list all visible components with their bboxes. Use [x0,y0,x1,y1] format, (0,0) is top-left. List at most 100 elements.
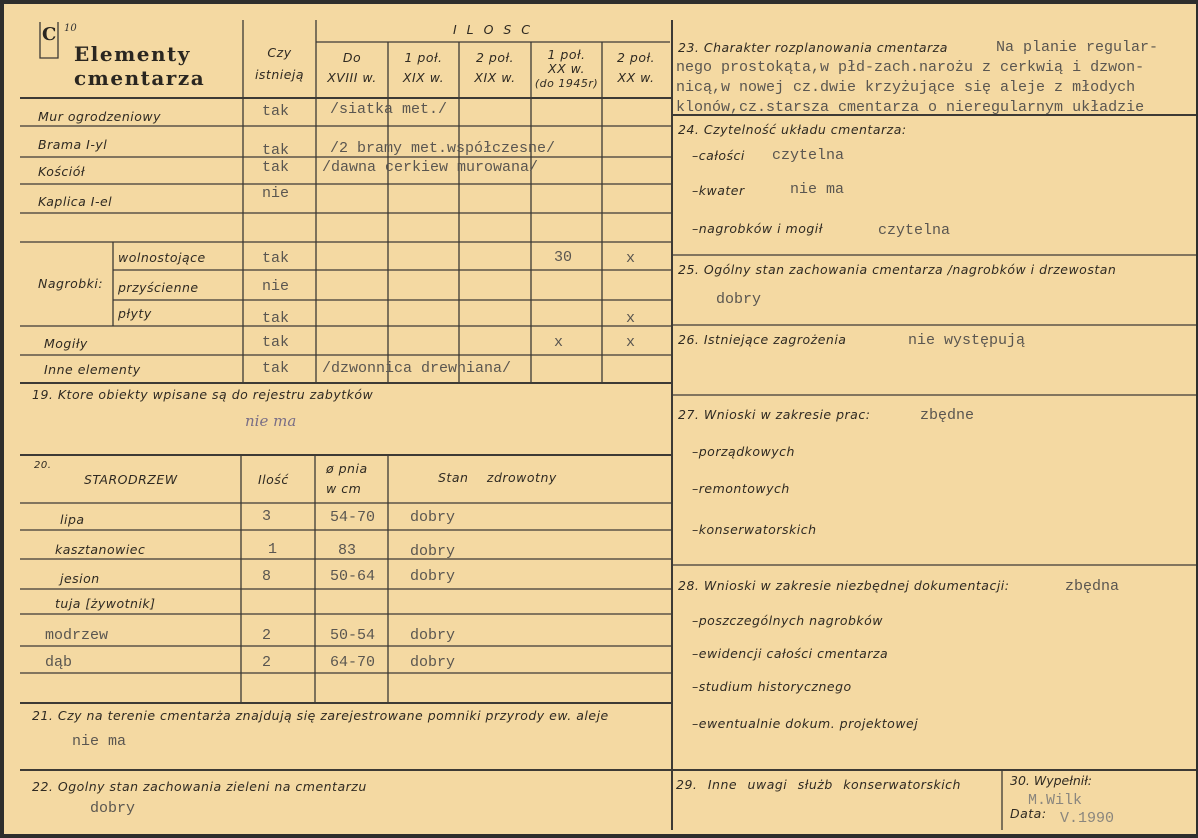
tree-qty: 2 [262,627,272,644]
tree-qty: 3 [262,508,272,525]
col-text: 2 poł. [475,50,515,65]
s26-label: 26. Istniejące zagrożenia [678,332,847,347]
tree-diam: 54-70 [330,509,376,526]
s24-value: czytelna [878,222,951,239]
col-header-1-xx: 1 poł. XX w. (do 1945r) [531,48,602,91]
row-exists: tak [262,142,290,159]
s28-label: 28. Wnioski w zakresie niezbędnej dokume… [678,578,1010,593]
s28-value: zbędna [1065,578,1120,595]
diam-unit: w cm [326,481,362,496]
tree-health: dobry [410,543,456,560]
s22-label: 22. Ogolny stan zachowania zieleni na cm… [32,779,367,794]
tree-diam: 50-54 [330,627,376,644]
s24-value: czytelna [772,147,845,164]
s25-value: dobry [716,291,762,308]
s27-item: –remontowych [692,481,790,496]
row-note: /siatka met./ [330,101,448,118]
s22-value: dobry [90,800,136,817]
row-label: płyty [118,306,152,321]
nagrobki-label: Nagrobki: [38,276,104,291]
row-exists: tak [262,159,290,176]
col-text: 1 poł. [404,50,443,65]
s19-value: nie ma [245,412,297,430]
tree-name: dąb [45,654,73,671]
tree-name: modrzew [45,627,109,644]
row-exists: tak [262,360,290,377]
s28-item: –ewentualnie dokum. projektowej [692,716,919,731]
row-exists: tak [262,250,290,267]
s27-value: zbędne [920,407,975,424]
starodrzew-header: STARODRZEW [84,472,178,487]
col-header-xviii: Do XVIII w. [316,48,388,88]
s24-label: 24. Czytelność układu cmentarza: [678,122,907,137]
row-label: Inne elementy [44,362,141,377]
tree-name: lipa [60,512,85,527]
row-exists: nie [262,278,290,295]
diam-header: ø pnia [326,461,368,476]
filled-by: M.Wilk [1028,792,1083,809]
tree-name: kasztanowiec [55,542,146,557]
s24-value: nie ma [790,181,845,198]
row-xx1: 30 [554,249,573,266]
s24-item: –całości [692,148,745,163]
row-exists: tak [262,103,290,120]
s29-label: 29. Inne uwagi służb konserwatorskich [676,777,961,792]
qty-header: Ilość [258,472,289,487]
col-text: XIX w. [402,70,445,85]
quantity-header: I L O S C [452,22,534,37]
row-label: wolnostojące [118,250,206,265]
row-exists: nie [262,185,290,202]
s24-item: –nagrobków i mogił [692,221,823,236]
tree-diam: 50-64 [330,568,376,585]
exists-header: Czy istnieją [254,45,305,82]
tree-qty: 1 [268,541,278,558]
tree-health: dobry [410,654,456,671]
tree-name: tuja [żywotnik] [55,596,156,611]
row-exists: tak [262,334,290,351]
s23-line: klonów,cz.starsza cmentarza o nieregular… [676,99,1145,116]
s26-value: nie występują [908,332,1026,349]
col-text: (do 1945r) [534,77,599,90]
row-xx1: x [554,334,564,351]
s28-item: –studium historycznego [692,679,852,694]
row-label: Kaplica I-el [38,194,113,209]
col-text: XIX w. [474,70,516,85]
row-label: Mur ogrodzeniowy [38,109,162,124]
col-header-2-xx: 2 poł. XX w. [602,48,670,88]
row-xx2: x [626,310,636,327]
tree-name: jesion [60,571,100,586]
row-note: /dzwonnica drewniana/ [322,360,512,377]
s20-number: 20. [34,460,52,471]
s25-label: 25. Ogólny stan zachowania cmentarza /na… [678,262,1117,277]
s19-label: 19. Ktore obiekty wpisane są do rejestru… [32,387,374,402]
s23-line: nego prostokąta,w płd-zach.narożu z cerk… [676,59,1145,76]
form-code: C [42,24,58,45]
s23-line: Na planie regular- [996,39,1159,56]
tree-health: dobry [410,509,456,526]
s27-item: –porządkowych [692,444,795,459]
page-number: 10 [64,23,77,34]
s23-label: 23. Charakter rozplanowania cmentarza [678,40,948,55]
row-xx2: x [626,250,636,267]
tree-diam: 64-70 [330,654,376,671]
tree-diam: 83 [338,542,357,559]
col-header-2-xix: 2 poł. XIX w. [459,48,531,88]
row-note: /2 bramy met.współczesne/ [330,140,556,157]
col-text: XX w. [548,61,585,76]
date-value: V.1990 [1060,810,1115,827]
col-text: XX w. [617,70,655,85]
tree-health: dobry [410,568,456,585]
s23-line: nicą,w nowej cz.dwie krzyżujące się alej… [676,79,1136,96]
s21-value: nie ma [72,733,127,750]
tree-qty: 2 [262,654,272,671]
col-text: XVIII w. [327,70,377,85]
form-title-line2: cmentarza [74,66,206,90]
tree-health: dobry [410,627,456,644]
col-text: 1 poł. [547,47,586,62]
row-label: Brama I-yl [38,137,108,152]
row-label: Kościół [38,164,85,179]
s27-label: 27. Wnioski w zakresie prac: [678,407,871,422]
row-label: Mogiły [44,336,88,351]
row-note: /dawna cerkiew murowana/ [322,159,539,176]
row-label: przyścienne [118,280,199,295]
